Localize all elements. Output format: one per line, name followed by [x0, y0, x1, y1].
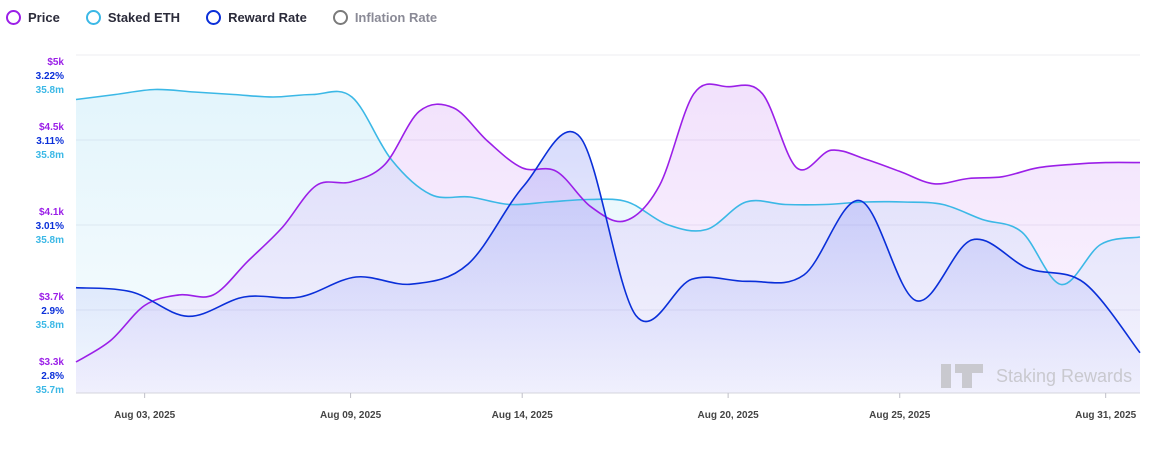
legend-label-staked-eth: Staked ETH [107, 10, 181, 25]
staked-eth-legend-icon [85, 10, 101, 25]
legend-label-inflation-rate: Inflation Rate [354, 10, 438, 25]
y-tick-label-reward-rate: 3.11% [36, 136, 64, 147]
legend-item-inflation-rate[interactable]: Inflation Rate [332, 10, 438, 25]
watermark-text: Staking Rewards [996, 366, 1132, 386]
inflation-rate-legend-icon [332, 10, 348, 25]
y-tick-label-price: $5k [47, 57, 64, 68]
y-tick-label-price: $3.3k [39, 357, 64, 368]
legend-item-price[interactable]: Price [6, 10, 60, 25]
staking-rewards-logo-icon [941, 364, 983, 388]
y-tick-label-reward-rate: 3.01% [36, 221, 64, 232]
x-axis: Aug 03, 2025 Aug 09, 2025 Aug 14, 2025 Aug … [76, 392, 1140, 421]
y-tick-label-staked-eth: 35.8m [36, 235, 64, 246]
x-tick-label: Aug 09, 2025 [320, 410, 382, 421]
y-tick-label-staked-eth: 35.8m [36, 85, 64, 96]
y-tick-label-price: $3.7k [39, 292, 64, 303]
y-tick-label-staked-eth: 35.7m [36, 385, 64, 396]
reward-rate-area [76, 131, 1140, 393]
y-tick-label-reward-rate: 3.22% [36, 71, 64, 82]
y-tick-label-reward-rate: 2.8% [41, 371, 64, 382]
legend-item-reward-rate[interactable]: Reward Rate [206, 10, 307, 25]
y-axis-labels: $5k 3.22% 35.8m $4.5k 3.11% 35.8m $4.1k 3.01% 35… [36, 57, 65, 396]
staked-eth-line [75, 88, 1141, 286]
series-areas [76, 84, 1140, 394]
y-tick-label-price: $4.1k [39, 207, 64, 218]
reward-rate-legend-icon [206, 10, 222, 25]
y-tick-label-staked-eth: 35.8m [36, 150, 64, 161]
chart-legend: Price Staked ETH Reward Rate Inflation R… [6, 10, 437, 25]
staking-rewards-watermark: Staking Rewards [941, 364, 1132, 388]
legend-item-staked-eth[interactable]: Staked ETH [85, 10, 181, 25]
price-line [75, 83, 1141, 363]
x-tick-label: Aug 25, 2025 [869, 410, 931, 421]
reward-rate-line [75, 130, 1141, 354]
x-tick-label: Aug 14, 2025 [492, 410, 554, 421]
y-tick-label-reward-rate: 2.9% [41, 306, 64, 317]
series-lines [75, 83, 1141, 363]
x-tick-label: Aug 31, 2025 [1075, 410, 1137, 421]
legend-label-reward-rate: Reward Rate [228, 10, 307, 25]
x-tick-label: Aug 20, 2025 [698, 410, 760, 421]
y-tick-label-price: $4.5k [39, 122, 64, 133]
legend-label-price: Price [28, 10, 60, 25]
price-legend-icon [6, 10, 21, 25]
x-tick-label: Aug 03, 2025 [114, 410, 176, 421]
y-tick-label-staked-eth: 35.8m [36, 320, 64, 331]
